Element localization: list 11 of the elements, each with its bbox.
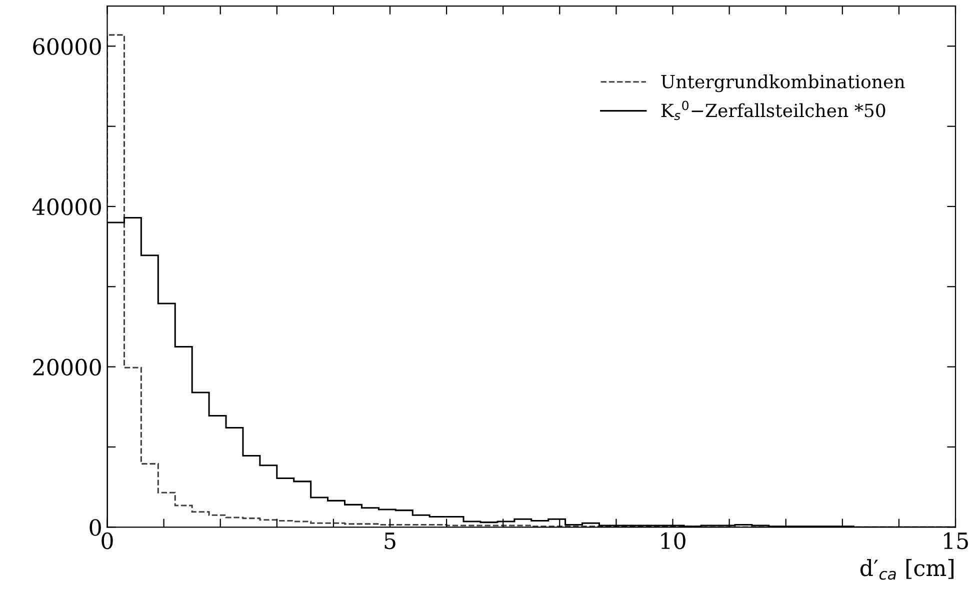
y-tick-label: 40000 bbox=[32, 198, 101, 216]
x-tick-label: 15 bbox=[944, 532, 968, 550]
y-tick-label: 60000 bbox=[33, 38, 101, 55]
x-tick-label: 5 bbox=[384, 532, 396, 550]
legend-label: Untergrundkombinationen bbox=[661, 74, 905, 92]
y-tick-label: 0 bbox=[90, 519, 101, 536]
legend-label: K$_{s}$$^{0}$−Zerfallsteilchen *50 bbox=[661, 100, 886, 120]
x-axis-title: d′$_{ca}$ [cm] bbox=[860, 559, 954, 580]
x-tick-label: 10 bbox=[661, 532, 686, 550]
y-tick-label: 20000 bbox=[33, 358, 101, 376]
x-tick-label: 0 bbox=[102, 532, 113, 550]
